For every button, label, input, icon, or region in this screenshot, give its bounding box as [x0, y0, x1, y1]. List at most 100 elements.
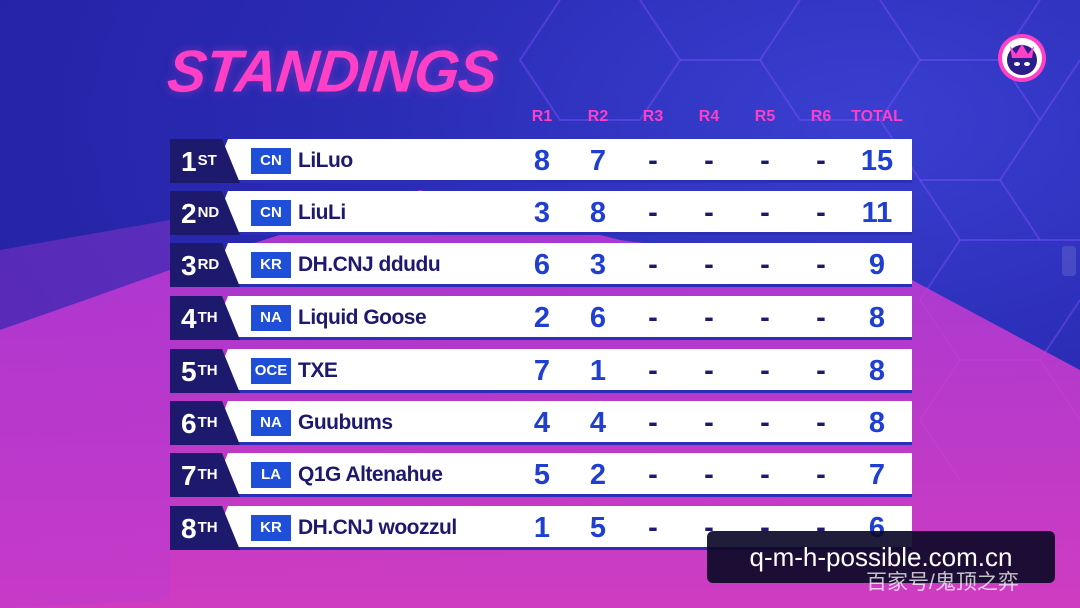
rank-label: 2ND — [181, 198, 220, 229]
score-r2: 5 — [589, 512, 607, 544]
rank-label: 3RD — [181, 250, 220, 281]
score-r4: - — [704, 302, 714, 334]
score-r2: 8 — [589, 197, 607, 229]
score-r5: - — [760, 249, 770, 281]
table-row: 6TH NA Guubums 4 4 - - - - 8 — [170, 401, 912, 445]
score-r1: 2 — [533, 302, 551, 334]
player-name: DH.CNJ woozzul — [298, 516, 457, 539]
score-r4: - — [704, 355, 714, 387]
row-divider — [170, 180, 912, 183]
score-total: 11 — [861, 197, 893, 229]
rank-label: 8TH — [181, 513, 218, 544]
row-divider — [170, 390, 912, 393]
page-title: STANDINGS — [164, 38, 500, 105]
row-divider — [170, 284, 912, 287]
table-row: 7TH LA Q1G Altenahue 5 2 - - - - 7 — [170, 453, 912, 497]
watermark-source: 百家号/鬼顶之弈 — [866, 571, 1019, 594]
rank-label: 1ST — [181, 146, 217, 177]
score-r3: - — [648, 302, 658, 334]
rank-label: 4TH — [181, 303, 218, 334]
table-row: 4TH NA Liquid Goose 2 6 - - - - 8 — [170, 296, 912, 340]
score-r2: 3 — [589, 249, 607, 281]
score-r1: 6 — [533, 249, 551, 281]
region-badge: NA — [251, 305, 291, 331]
row-divider — [170, 547, 912, 550]
column-headers: R1 R2 R3 R4 R5 R6 TOTAL — [0, 108, 1080, 130]
row-divider — [170, 337, 912, 340]
score-total: 8 — [868, 355, 886, 387]
score-r5: - — [760, 145, 770, 177]
row-background — [210, 296, 912, 340]
score-r4: - — [704, 407, 714, 439]
crowned-mascot-badge-icon — [998, 34, 1046, 82]
row-background — [210, 139, 912, 183]
score-r6: - — [816, 249, 826, 281]
column-header-r1: R1 — [531, 108, 553, 125]
score-r1: 4 — [533, 407, 551, 439]
player-name: Guubums — [298, 411, 393, 434]
score-r6: - — [816, 197, 826, 229]
table-row: 1ST CN LiLuo 8 7 - - - - 15 — [170, 139, 912, 183]
row-divider — [170, 494, 912, 497]
score-r5: - — [760, 459, 770, 491]
region-badge: NA — [251, 410, 291, 436]
column-header-r4: R4 — [698, 108, 720, 125]
score-r2: 1 — [589, 355, 607, 387]
score-r2: 4 — [589, 407, 607, 439]
rank-label: 7TH — [181, 460, 218, 491]
score-total: 15 — [860, 145, 894, 177]
row-divider — [170, 442, 912, 445]
score-r1: 1 — [533, 512, 551, 544]
table-row: 5TH OCE TXE 7 1 - - - - 8 — [170, 349, 912, 393]
score-r4: - — [704, 197, 714, 229]
score-r4: - — [704, 145, 714, 177]
column-header-r6: R6 — [810, 108, 832, 125]
score-r2: 7 — [589, 145, 607, 177]
score-r3: - — [648, 407, 658, 439]
row-background — [210, 191, 912, 235]
rank-label: 5TH — [181, 356, 218, 387]
score-r3: - — [648, 249, 658, 281]
rank-label: 6TH — [181, 408, 218, 439]
player-name: LiuLi — [298, 201, 346, 224]
score-r6: - — [816, 512, 826, 544]
score-r5: - — [760, 197, 770, 229]
score-r5: - — [760, 407, 770, 439]
score-r3: - — [648, 145, 658, 177]
score-r4: - — [704, 512, 714, 544]
score-r6: - — [816, 145, 826, 177]
score-r1: 8 — [533, 145, 551, 177]
region-badge: CN — [251, 148, 291, 174]
player-name: TXE — [298, 359, 338, 382]
score-total: 7 — [868, 459, 886, 491]
score-r4: - — [704, 459, 714, 491]
score-r6: - — [816, 355, 826, 387]
score-r4: - — [704, 249, 714, 281]
score-r1: 3 — [533, 197, 551, 229]
score-r5: - — [760, 302, 770, 334]
score-total: 8 — [868, 302, 886, 334]
score-r3: - — [648, 512, 658, 544]
score-r1: 7 — [533, 355, 551, 387]
score-r5: - — [760, 512, 770, 544]
score-r6: - — [816, 302, 826, 334]
region-badge: LA — [251, 462, 291, 488]
score-r2: 2 — [589, 459, 607, 491]
score-total: 9 — [868, 249, 886, 281]
row-divider — [170, 232, 912, 235]
table-row: 2ND CN LiuLi 3 8 - - - - 11 — [170, 191, 912, 235]
column-header-r5: R5 — [754, 108, 776, 125]
column-header-total: TOTAL — [851, 108, 903, 125]
region-badge: CN — [251, 200, 291, 226]
score-r6: - — [816, 459, 826, 491]
player-name: LiLuo — [298, 149, 353, 172]
score-r1: 5 — [533, 459, 551, 491]
score-r5: - — [760, 355, 770, 387]
region-badge: OCE — [251, 358, 291, 384]
score-r3: - — [648, 355, 658, 387]
score-total: 8 — [868, 407, 886, 439]
row-background — [210, 349, 912, 393]
score-r3: - — [648, 197, 658, 229]
watermark-url: q-m-h-possible.com.cn — [707, 531, 1055, 583]
